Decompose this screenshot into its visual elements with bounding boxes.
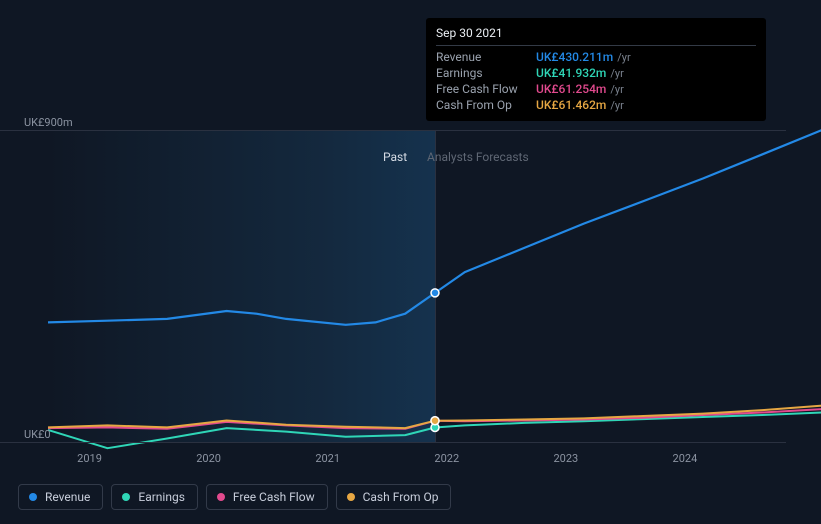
legend-dot-icon	[217, 493, 225, 501]
tooltip-rows: RevenueUK£430.211m/yrEarningsUK£41.932m/…	[436, 49, 756, 113]
tooltip-metric-value: UK£61.462m	[536, 98, 606, 112]
legend-item-revenue[interactable]: Revenue	[18, 484, 103, 510]
x-axis-tick: 2020	[196, 452, 221, 465]
tooltip-metric-value: UK£61.254m	[536, 82, 606, 96]
legend-item-earnings[interactable]: Earnings	[111, 484, 198, 510]
tooltip-metric-label: Free Cash Flow	[436, 82, 536, 96]
tooltip-row: EarningsUK£41.932m/yr	[436, 65, 756, 81]
highlight-marker-revenue	[431, 289, 439, 297]
tooltip-unit: /yr	[610, 67, 623, 80]
chart-legend: Revenue Earnings Free Cash Flow Cash From O…	[18, 484, 451, 510]
tooltip-row: RevenueUK£430.211m/yr	[436, 49, 756, 65]
legend-label: Cash From Op	[363, 490, 439, 504]
highlight-marker-cfo	[431, 417, 439, 425]
tooltip-metric-value: UK£41.932m	[536, 66, 606, 80]
forecast-label: Analysts Forecasts	[427, 150, 529, 164]
legend-item-cash-from-op[interactable]: Cash From Op	[336, 484, 452, 510]
gridline	[0, 130, 786, 131]
tooltip-unit: /yr	[610, 83, 623, 96]
x-axis-tick: 2021	[315, 452, 340, 465]
x-axis-labels: 2019 2020 2021 2022 2023 2024	[30, 452, 804, 472]
tooltip-unit: /yr	[610, 99, 623, 112]
legend-label: Free Cash Flow	[233, 490, 315, 504]
x-axis-tick: 2019	[77, 452, 102, 465]
x-axis-tick: 2022	[434, 452, 459, 465]
legend-label: Earnings	[138, 490, 185, 504]
y-axis-label: UK£900m	[24, 116, 73, 129]
x-axis-tick: 2023	[553, 452, 578, 465]
tooltip-metric-value: UK£430.211m	[536, 50, 613, 64]
legend-dot-icon	[122, 493, 130, 501]
y-axis-label: UK£0	[24, 428, 51, 441]
legend-dot-icon	[29, 493, 37, 501]
chart-tooltip: Sep 30 2021 RevenueUK£430.211m/yrEarning…	[426, 18, 766, 121]
legend-dot-icon	[347, 493, 355, 501]
past-label: Past	[383, 150, 407, 164]
tooltip-unit: /yr	[617, 51, 630, 64]
tooltip-metric-label: Earnings	[436, 66, 536, 80]
plot-area[interactable]	[48, 130, 821, 442]
legend-label: Revenue	[45, 490, 90, 504]
legend-item-free-cash-flow[interactable]: Free Cash Flow	[206, 484, 328, 510]
tooltip-title: Sep 30 2021	[436, 26, 756, 46]
x-axis-tick: 2024	[673, 452, 698, 465]
tooltip-row: Free Cash FlowUK£61.254m/yr	[436, 81, 756, 97]
gridline	[0, 442, 786, 443]
chart-lines-svg	[48, 130, 821, 442]
tooltip-metric-label: Cash From Op	[436, 98, 536, 112]
tooltip-metric-label: Revenue	[436, 50, 536, 64]
tooltip-row: Cash From OpUK£61.462m/yr	[436, 97, 756, 113]
